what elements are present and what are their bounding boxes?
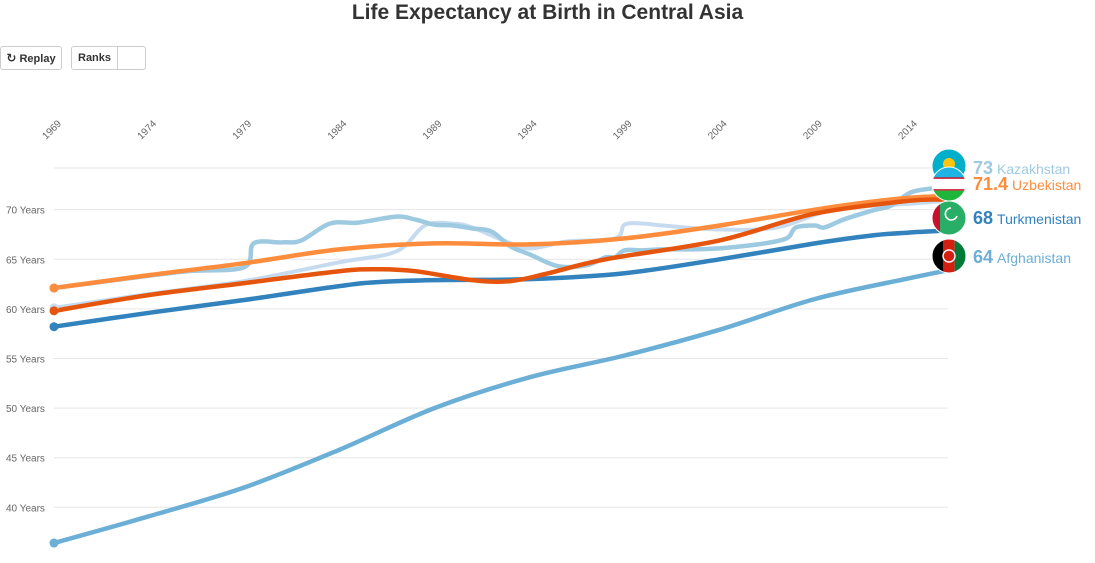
- x-tick-label: 1999: [611, 118, 635, 142]
- series-lines: [51, 184, 951, 546]
- end-label-uzbekistan: 71.4 Uzbekistan: [973, 174, 1081, 194]
- x-tick-label: 1974: [136, 118, 160, 142]
- end-label-value-kazakhstan: 73: [973, 158, 993, 178]
- start-point-afghanistan: [49, 538, 59, 548]
- end-label-value-uzbekistan: 71.4: [973, 174, 1008, 194]
- x-tick-label: 2009: [801, 118, 825, 142]
- end-label-value-turkmenistan: 68: [973, 208, 993, 228]
- view-toggle: Ranks Life Expectancy at Birth: [71, 46, 147, 70]
- series-line-tajikistan: [51, 197, 951, 314]
- y-tick-label: 45 Years: [6, 454, 45, 465]
- end-label-name-uzbekistan: Uzbekistan: [1012, 177, 1081, 193]
- replay-button[interactable]: ↻ Replay: [0, 46, 62, 70]
- start-point-turkmenistan: [49, 322, 59, 332]
- x-tick-label: 1989: [421, 118, 445, 142]
- y-tick-label: 55 Years: [6, 354, 45, 365]
- series-line-kazakhstan: [51, 184, 951, 291]
- x-axis: 1969 1974 1979 1984 1989 1994 1999 2004 2009 2014: [40, 118, 920, 142]
- end-label-name-afghanistan: Afghanistan: [997, 250, 1071, 266]
- end-label-kazakhstan: 73 Kazakhstan: [973, 158, 1070, 178]
- y-tick-label: 40 Years: [6, 503, 45, 514]
- y-axis: 40 Years 45 Years 50 Years 55 Years 60 Years…: [6, 206, 45, 515]
- turkmenistan-flag-icon: [931, 200, 967, 236]
- end-label-afghanistan: 64 Afghanistan: [973, 247, 1071, 267]
- end-label-name-turkmenistan: Turkmenistan: [997, 211, 1081, 227]
- y-tick-label: 70 Years: [6, 206, 45, 217]
- end-label-value-afghanistan: 64: [973, 247, 993, 267]
- replay-label: Replay: [19, 53, 56, 65]
- series-line-kyrgyzstan: [52, 198, 950, 310]
- gridlines: [54, 167, 948, 508]
- x-tick-label: 1969: [40, 118, 64, 142]
- y-tick-label: 50 Years: [6, 404, 45, 415]
- x-tick-label: 1984: [326, 118, 350, 142]
- y-tick-label: 65 Years: [6, 255, 45, 266]
- series-line-afghanistan: [51, 267, 951, 546]
- replay-icon: ↻: [6, 51, 17, 65]
- end-label-turkmenistan: 68 Turkmenistan: [973, 208, 1081, 228]
- uzbekistan-flag-icon: [931, 166, 967, 202]
- x-tick-label: 2014: [896, 118, 920, 142]
- tab-ranks[interactable]: Ranks: [72, 47, 119, 69]
- chart-title: Life Expectancy at Birth in Central Asia: [351, 1, 744, 24]
- y-tick-label: 60 Years: [6, 305, 45, 316]
- x-tick-label: 1994: [516, 118, 540, 142]
- end-label-name-kazakhstan: Kazakhstan: [997, 161, 1070, 177]
- end-flags: [931, 148, 967, 274]
- start-point-uzbekistan: [49, 283, 59, 293]
- x-tick-label: 2004: [706, 118, 730, 142]
- start-point-tajikistan: [49, 306, 59, 316]
- x-tick-label: 1979: [231, 118, 255, 142]
- series-start-points: [49, 283, 59, 548]
- afghanistan-flag-icon: [931, 238, 967, 274]
- series-line-uzbekistan: [51, 193, 951, 291]
